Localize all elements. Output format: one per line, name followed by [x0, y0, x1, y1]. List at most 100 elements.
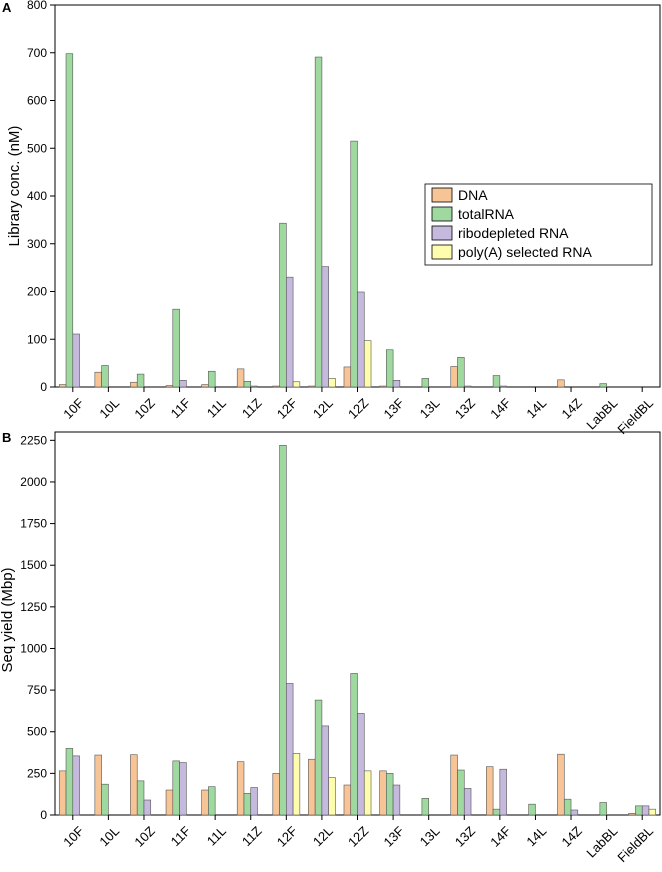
- y-tick-label-b-8: 2000: [20, 475, 47, 489]
- bar-a-11F-ribodepleted-rna: [179, 380, 187, 388]
- bar-b-12L-dna: [308, 758, 316, 816]
- bar-a-12F-dna: [272, 385, 280, 388]
- bar-b-FieldBL-totalrna: [635, 805, 643, 816]
- bar-b-13Z-totalrna: [457, 769, 465, 816]
- x-tick-label-b-FieldBL: FieldBL: [614, 823, 656, 865]
- legend-label-ribodepleted: ribodepleted RNA: [458, 225, 569, 241]
- x-tick-label-a-12Z: 12Z: [345, 395, 371, 421]
- bar-a-13F-dna: [379, 385, 387, 388]
- x-tick-label-b-11L: 11L: [204, 823, 229, 848]
- bar-a-13L-totalrna: [421, 378, 429, 388]
- bar-a-10Z-dna: [130, 381, 138, 388]
- bars-b: [58, 445, 657, 816]
- y-tick-label-b-5: 1250: [20, 600, 47, 614]
- bar-b-13Z-dna: [450, 754, 458, 816]
- y-tick-label-b-1: 250: [27, 766, 47, 780]
- y-ticks-a: 0 100 200 300 400 500 600 700 800: [27, 0, 55, 394]
- x-tick-label-b-11F: 11F: [168, 823, 194, 849]
- x-tick-label-a-14Z: 14Z: [558, 395, 584, 421]
- bar-a-14F-ribodepleted-rna: [499, 385, 507, 388]
- bar-a-13Z-ribodepleted-rna: [463, 385, 472, 388]
- bar-a-13F-ribodepleted-rna: [392, 380, 401, 388]
- y-tick-label-a-4: 400: [27, 189, 47, 203]
- bar-b-14Z-ribodepleted-rna: [570, 809, 579, 816]
- x-tick-label-a-12F: 12F: [274, 395, 300, 421]
- bar-b-10L-totalrna: [101, 783, 109, 816]
- y-ticks-b: 0 250 500 750 1000 1250 1500 1750 2000 2250: [20, 433, 55, 822]
- y-axis-label-b: Seq yield (Mbp): [0, 567, 16, 672]
- bar-b-14Z-dna: [557, 753, 565, 816]
- x-tick-label-a-14L: 14L: [523, 395, 549, 421]
- x-tick-label-a-10F: 10F: [60, 395, 86, 421]
- bar-b-13Z-ribodepleted-rna: [463, 788, 472, 816]
- x-tick-label-a-FieldBL: FieldBL: [614, 395, 656, 437]
- bar-b-11F-totalrna: [172, 760, 180, 816]
- bar-b-FieldBL-ribodepleted-rna: [641, 805, 650, 816]
- bar-a-11Z-ribodepleted-rna: [250, 385, 258, 388]
- bar-a-11L-totalrna: [208, 370, 216, 388]
- y-tick-label-b-6: 1500: [20, 558, 47, 572]
- bar-a-11F-totalrna: [172, 308, 180, 388]
- x-tick-label-a-11F: 11F: [168, 395, 194, 421]
- bar-b-13F-dna: [379, 770, 387, 816]
- bar-b-14F-totalrna: [492, 808, 501, 816]
- bar-a-11Z-dna: [236, 368, 245, 388]
- bar-b-12Z-poly-a-selected-rna: [363, 770, 372, 816]
- legend-swatch-totalrna: [431, 206, 453, 222]
- bars-a: [58, 53, 607, 388]
- bar-a-11Z-totalrna: [243, 380, 252, 388]
- legend-swatch-polya: [431, 244, 453, 260]
- x-tick-label-b-10L: 10L: [96, 823, 122, 849]
- x-tick-label-a-12L: 12L: [310, 395, 336, 421]
- bar-b-11F-dna: [165, 789, 174, 816]
- bar-b-10F-totalrna: [65, 748, 74, 816]
- y-tick-label-a-5: 500: [27, 141, 47, 155]
- bar-a-12F-ribodepleted-rna: [286, 276, 294, 388]
- bar-a-12Z-totalrna: [350, 140, 358, 388]
- legend-swatch-ribodepleted: [431, 225, 453, 241]
- x-tick-label-a-11Z: 11Z: [239, 395, 265, 421]
- bar-b-12Z-dna: [343, 784, 352, 816]
- bar-b-10Z-dna: [130, 754, 138, 816]
- bar-b-12F-totalrna: [279, 445, 287, 816]
- bar-b-11Z-ribodepleted-rna: [250, 787, 258, 816]
- x-tick-label-a-10Z: 10Z: [131, 395, 157, 421]
- bar-a-12F-poly-a-selected-rna: [292, 381, 301, 388]
- bar-b-10L-dna: [94, 754, 102, 816]
- bar-b-11F-ribodepleted-rna: [179, 762, 187, 816]
- bar-b-12F-dna: [272, 773, 280, 816]
- y-tick-label-b-3: 750: [27, 683, 47, 697]
- y-tick-label-b-7: 1750: [20, 517, 47, 531]
- y-tick-label-a-3: 300: [27, 237, 47, 251]
- bar-b-12L-poly-a-selected-rna: [328, 777, 336, 816]
- x-tick-label-a-13Z: 13Z: [452, 395, 478, 421]
- bar-a-12L-ribodepleted-rna: [321, 266, 329, 388]
- bar-a-10L-totalrna: [101, 365, 109, 388]
- x-tick-label-b-13L: 13L: [417, 823, 443, 849]
- y-tick-label-a-0: 0: [40, 380, 47, 394]
- x-tick-label-b-14Z: 14Z: [558, 823, 584, 849]
- y-tick-label-a-8: 800: [27, 0, 47, 12]
- bar-a-12L-totalrna: [314, 56, 323, 388]
- x-tick-label-b-11Z: 11Z: [239, 823, 265, 849]
- x-ticks-a: 10F 10L 10Z 11F 11L 11Z 12F 12L 12Z 13F 13L 13Z 14F 1…: [60, 387, 656, 437]
- bar-b-13F-ribodepleted-rna: [392, 784, 401, 816]
- bar-a-11F-dna: [165, 385, 174, 388]
- bar-a-10F-dna: [58, 384, 67, 388]
- bar-a-LabBL-totalrna: [599, 383, 607, 388]
- bar-b-14Z-totalrna: [563, 798, 572, 816]
- bar-b-13L-totalrna: [421, 798, 429, 816]
- bar-b-LabBL-totalrna: [599, 802, 607, 816]
- bar-b-10Z-ribodepleted-rna: [143, 799, 152, 816]
- panel-label-a: A: [2, 0, 12, 15]
- bar-a-12F-totalrna: [279, 222, 287, 388]
- bar-b-11Z-totalrna: [243, 793, 252, 816]
- y-tick-label-b-4: 1000: [20, 641, 47, 655]
- x-tick-label-b-14F: 14F: [487, 823, 513, 849]
- bar-a-13F-totalrna: [386, 349, 394, 388]
- x-tick-label-b-10F: 10F: [60, 823, 86, 849]
- bar-b-14F-ribodepleted-rna: [499, 768, 507, 816]
- x-tick-label-b-14L: 14L: [523, 823, 549, 849]
- y-tick-label-a-7: 700: [27, 46, 47, 60]
